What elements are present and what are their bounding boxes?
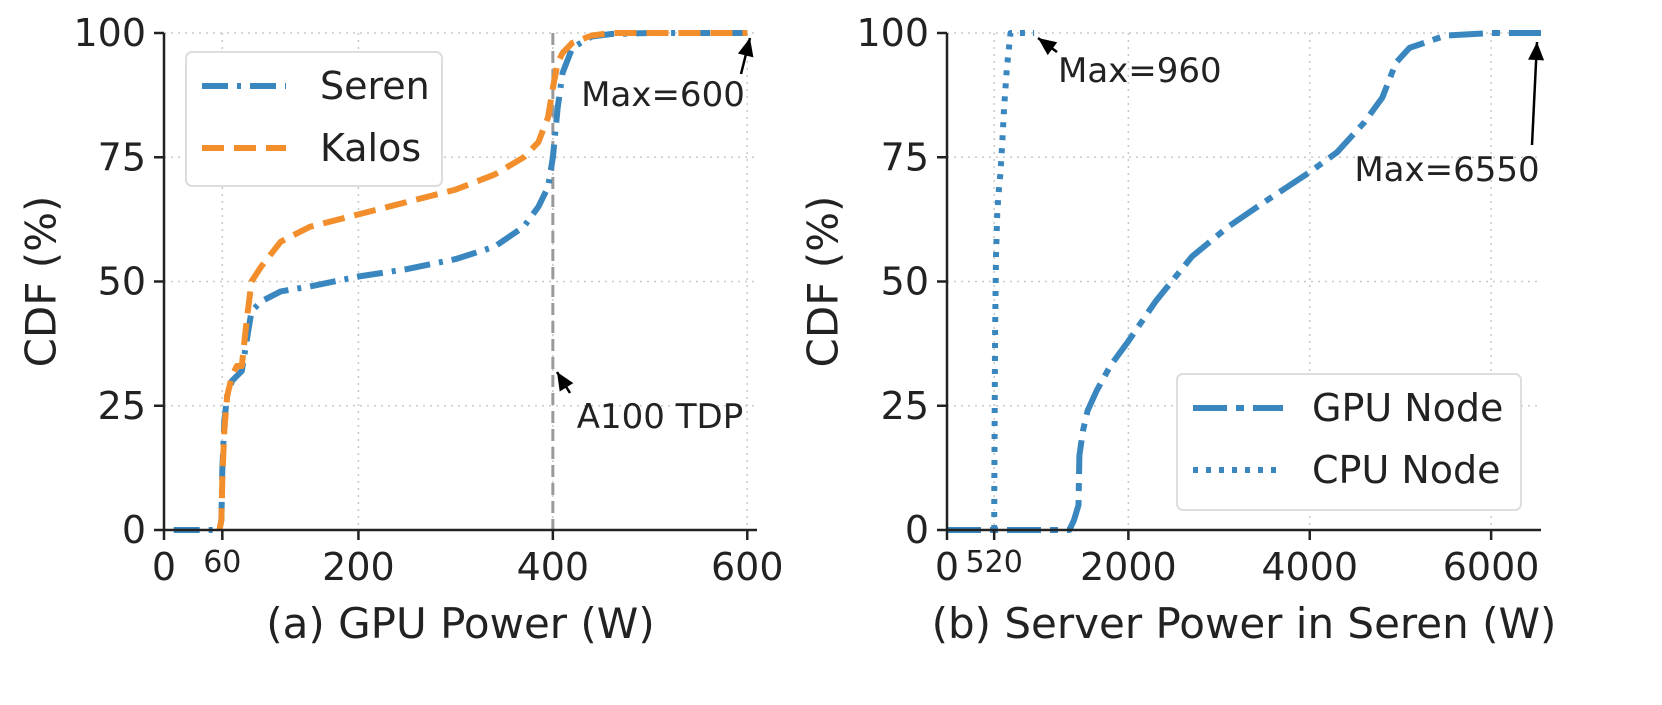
panel-b-x-axis-title: (b) Server Power in Seren (W) xyxy=(932,599,1557,648)
x-tick-label: 200 xyxy=(322,545,395,589)
x-tick-label: 0 xyxy=(152,545,176,589)
y-tick-label: 25 xyxy=(881,384,929,428)
series-line-gpu-node xyxy=(947,30,1541,533)
annotation-label: Max=6550 xyxy=(1354,150,1539,190)
y-tick-label: 50 xyxy=(881,260,929,304)
annotation-max-600: Max=600 xyxy=(581,37,754,115)
panel-a-ticks: 0 25 50 75 100 0 60 200 400 600 xyxy=(73,11,783,589)
y-tick-label: 25 xyxy=(98,384,146,428)
y-tick-label: 100 xyxy=(73,11,146,55)
annotation-max-6550: Max=6550 xyxy=(1354,41,1545,190)
series-line-cpu-node xyxy=(991,30,1035,531)
arrow-head-icon xyxy=(557,372,574,392)
x-tick-label: 60 xyxy=(203,545,241,580)
arrow-head-icon xyxy=(1528,42,1545,61)
panel-a-y-axis-title: CDF (%) xyxy=(17,196,66,368)
x-tick-label: 4000 xyxy=(1261,545,1358,589)
x-tick-label: 0 xyxy=(935,545,959,589)
legend-label-kalos: Kalos xyxy=(320,126,421,170)
x-tick-label: 6000 xyxy=(1443,545,1540,589)
x-tick-label: 520 xyxy=(966,545,1023,580)
panel-a-gpu-power: 0 25 50 75 100 0 60 200 400 600 (a) GPU Power (W)… xyxy=(17,11,784,648)
panel-a-x-axis-title: (a) GPU Power (W) xyxy=(266,599,654,648)
y-tick-label: 75 xyxy=(881,135,929,179)
annotation-label: A100 TDP xyxy=(577,397,743,437)
y-tick-label: 100 xyxy=(856,11,929,55)
annotation-label: Max=960 xyxy=(1058,51,1222,91)
x-tick-label: 2000 xyxy=(1080,545,1177,589)
annotation-a100-tdp: A100 TDP xyxy=(555,371,743,437)
annotation-label: Max=600 xyxy=(581,75,745,115)
y-tick-label: 0 xyxy=(905,508,929,552)
legend-label-cpu-node: CPU Node xyxy=(1312,448,1501,492)
x-tick-label: 600 xyxy=(711,545,784,589)
arrow-head-icon xyxy=(1038,38,1058,56)
y-tick-label: 0 xyxy=(122,508,146,552)
legend-label-gpu-node: GPU Node xyxy=(1312,386,1503,430)
panel-a-legend: Seren Kalos xyxy=(185,51,443,187)
panel-b-y-axis-title: CDF (%) xyxy=(799,196,848,368)
y-tick-label: 50 xyxy=(98,260,146,304)
series-line-seren xyxy=(173,30,748,533)
arrow-head-icon xyxy=(737,38,754,58)
panel-b-series xyxy=(947,30,1541,533)
annotation-max-960: Max=960 xyxy=(1037,36,1222,91)
series-line-kalos xyxy=(216,30,748,531)
panel-b-legend: GPU Node CPU Node xyxy=(1176,373,1522,511)
legend-label-seren: Seren xyxy=(320,64,430,108)
panel-a-series xyxy=(173,30,748,533)
y-tick-label: 75 xyxy=(98,135,146,179)
x-tick-label: 400 xyxy=(517,545,590,589)
